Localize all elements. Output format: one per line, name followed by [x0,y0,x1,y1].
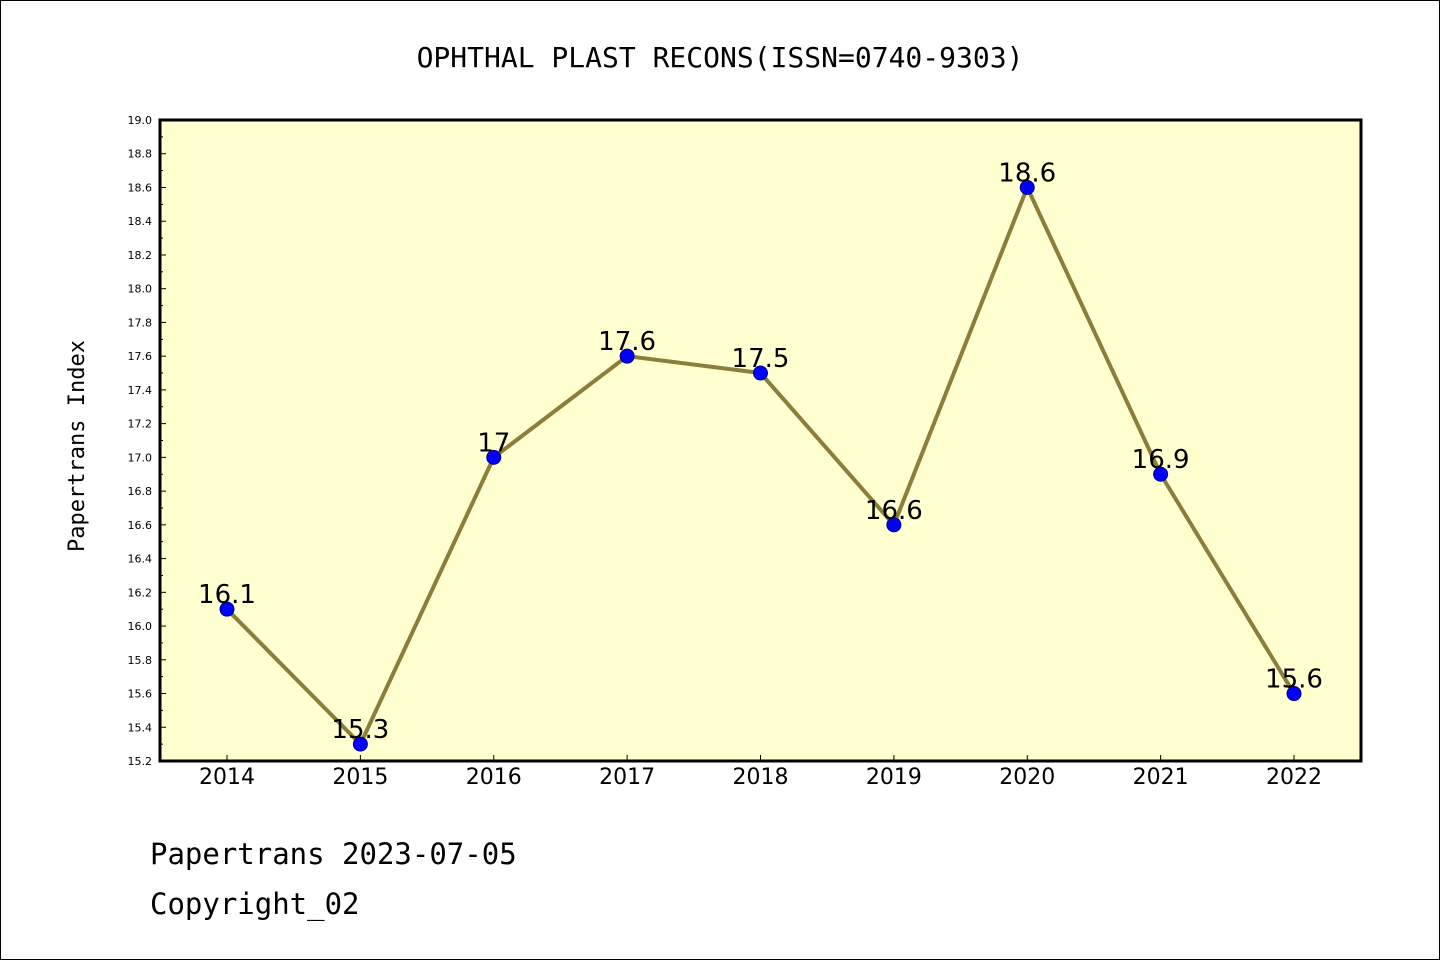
y-tick-label: 16.8 [128,485,153,498]
y-tick-label: 18.0 [128,283,153,296]
y-tick-label: 18.8 [128,148,153,161]
y-tick-label: 17.8 [128,316,153,329]
data-point [619,348,635,364]
y-tick-label: 16.6 [128,519,153,532]
x-tick-label: 2020 [999,765,1055,790]
data-point [1286,686,1302,702]
plot-area [158,118,1363,763]
y-tick-label: 15.4 [128,721,153,734]
y-tick-label: 19.0 [128,114,153,127]
y-tick-label: 15.2 [128,755,153,768]
data-label: 16.9 [1132,445,1190,475]
footer-date: Papertrans 2023-07-05 [150,837,517,871]
y-tick-label: 17.4 [128,384,153,397]
x-tick-label: 2015 [332,765,388,790]
x-tick-label: 2022 [1266,765,1322,790]
y-tick-label: 17.2 [128,418,153,431]
data-labels-group: 16.1 15.3 17 17.6 17.5 16.6 18.6 16.9 15.6 [198,158,1323,745]
data-label: 17.6 [598,327,656,357]
data-label: 17 [477,428,510,458]
data-label: 17.5 [732,344,790,374]
footer-copyright: Copyright_02 [150,887,360,922]
y-tick-label: 17.6 [128,350,153,363]
y-tick-label: 15.6 [128,688,153,701]
data-label: 15.6 [1265,665,1323,695]
data-label: 16.1 [198,580,256,610]
y-axis-label: Papertrans Index [65,340,90,552]
data-point [1153,466,1169,482]
data-point [1019,179,1035,195]
x-tick-label: 2019 [866,765,922,790]
y-tick-label: 16.2 [128,586,153,599]
y-tick-label: 18.2 [128,249,153,262]
y-tick-label: 15.8 [128,654,153,667]
data-point [219,601,235,617]
y-tick-label: 17.0 [128,451,153,464]
data-point [753,365,768,381]
data-label: 16.6 [865,496,923,526]
y-axis: 15.2 15.4 15.6 15.8 16.0 16.2 16.4 16.6 16.8 17.0… [128,114,166,768]
y-tick-label: 16.4 [128,553,153,566]
x-tick-label: 2016 [466,765,522,790]
data-point [486,449,502,465]
x-axis: 2014 2015 2016 2017 2018 2019 2020 2021 2022 [199,755,1322,790]
y-tick-label: 16.0 [128,620,153,633]
x-tick-label: 2014 [199,765,255,790]
data-label: 18.6 [998,158,1056,188]
data-label: 15.3 [331,715,389,745]
x-tick-label: 2018 [733,765,789,790]
x-tick-label: 2017 [599,765,655,790]
x-tick-label: 2021 [1133,765,1189,790]
chart-title: OPHTHAL PLAST RECONS(ISSN=0740-9303) [417,41,1024,74]
data-point [352,736,368,752]
y-tick-label: 18.4 [128,215,153,228]
series-group [219,179,1302,752]
data-point [886,517,902,533]
y-tick-label: 18.6 [128,181,153,194]
